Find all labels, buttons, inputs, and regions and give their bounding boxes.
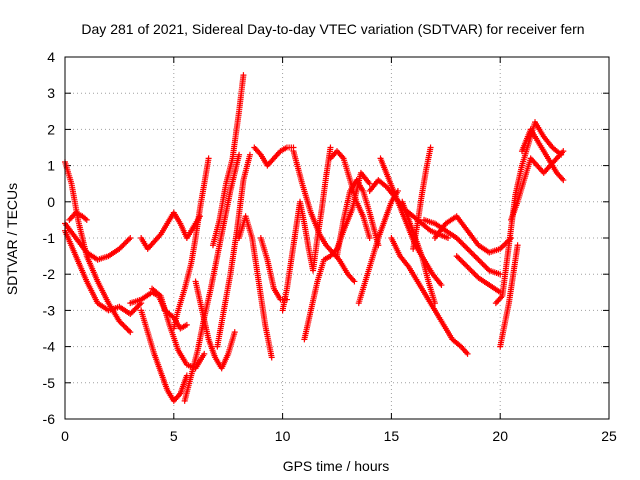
series-sat-ae (492, 119, 565, 307)
x-axis-label: GPS time / hours (283, 458, 390, 474)
y-tick-label: 0 (47, 194, 55, 210)
grid-lines (65, 57, 609, 419)
series-sat-d (66, 209, 90, 223)
x-tick-label: 0 (61, 428, 69, 444)
y-tick-label: -3 (43, 302, 56, 318)
series-sat-ad (453, 253, 504, 296)
x-tick-label: 5 (170, 428, 178, 444)
series-sat-z (399, 198, 438, 307)
series-sat-u (334, 177, 382, 260)
y-tick-label: -1 (43, 230, 56, 246)
y-axis-label: SDTVAR / TECUs (4, 183, 20, 295)
series-sat-ac (431, 213, 515, 256)
series-sat-f (138, 209, 203, 252)
y-tick-label: -5 (43, 375, 56, 391)
chart-title: Day 281 of 2021, Sidereal Day-to-day VTE… (81, 21, 584, 37)
y-tick-label: 2 (47, 121, 55, 137)
x-tick-label: 10 (275, 428, 291, 444)
x-tick-label: 15 (384, 428, 400, 444)
series-sat-r (290, 148, 358, 285)
y-tick-label: -4 (43, 339, 56, 355)
series-sat-aa (410, 144, 434, 252)
series-sat-q (279, 144, 334, 314)
series-sat-ah (518, 126, 567, 184)
series-sat-g (138, 307, 190, 404)
series-sat-y (388, 235, 471, 357)
y-tick-label: -6 (43, 411, 56, 427)
series-sat-n (236, 213, 275, 361)
series-sat-af (497, 242, 521, 350)
y-tick-label: 4 (47, 49, 55, 65)
series-sat-k (192, 278, 238, 372)
data-points (62, 72, 567, 404)
series-sat-o (251, 144, 297, 169)
series-sat-v (355, 187, 401, 307)
series-sat-j (181, 151, 243, 404)
series-sat-t (327, 148, 373, 241)
series-sat-h (149, 285, 208, 372)
y-tick-label: 3 (47, 85, 55, 101)
y-tick-label: 1 (47, 158, 55, 174)
x-tick-label: 25 (601, 428, 617, 444)
x-tick-label: 20 (492, 428, 508, 444)
series-sat-l (209, 72, 247, 249)
series-sat-m (214, 151, 253, 350)
series-sat-i (170, 155, 212, 332)
plot-frame (64, 56, 610, 420)
series-sat-b (62, 220, 134, 263)
y-tick-label: -2 (43, 266, 56, 282)
series-sat-p (257, 235, 290, 303)
series-sat-ag (508, 148, 567, 223)
